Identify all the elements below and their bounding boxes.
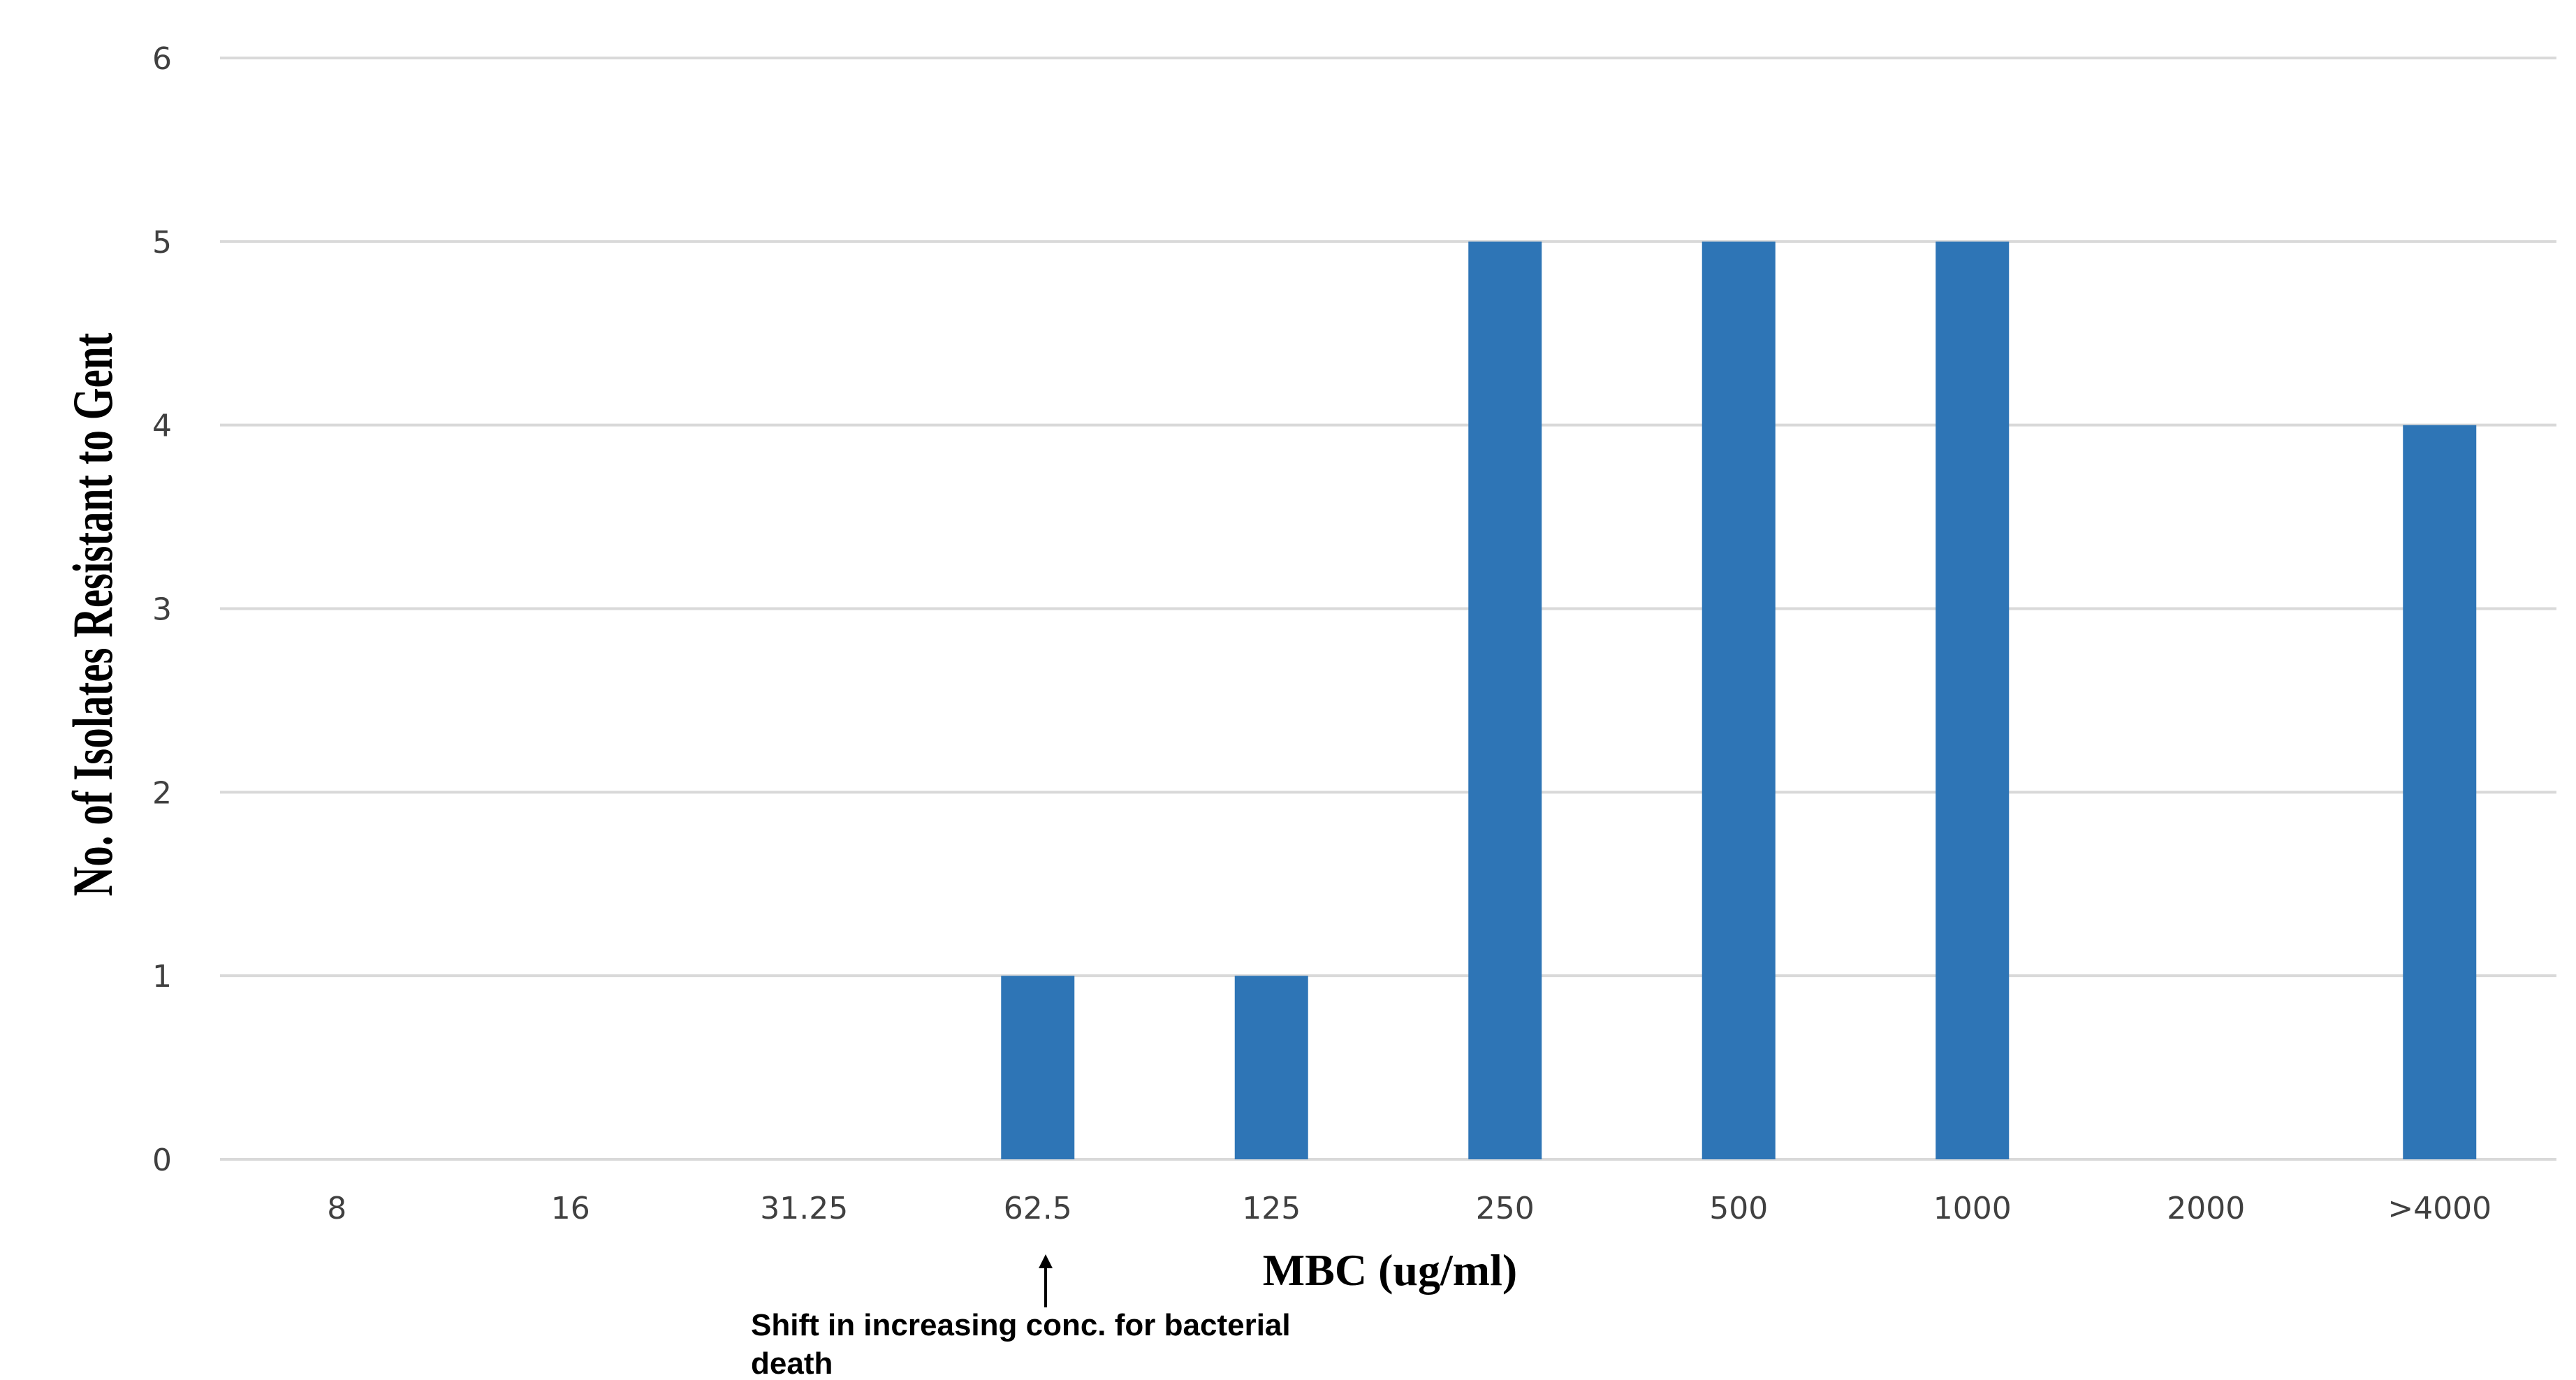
y-tick-label: 6 [152,41,172,77]
y-axis-ticks: 0 1 2 3 4 5 6 [152,41,172,1178]
bar-gt4000 [2403,425,2477,1159]
x-tick-label: 8 [327,1191,346,1226]
annotation-line-2: death [751,1346,833,1380]
y-tick-label: 0 [152,1143,172,1178]
bar-1000 [1935,241,2010,1159]
x-axis-title: MBC (ug/ml) [1263,1245,1517,1295]
x-tick-label: 31.25 [760,1191,848,1226]
annotation: Shift in increasing conc. for bacterial … [751,1254,1291,1380]
gridlines [220,57,2556,1161]
x-tick-label: 16 [551,1191,590,1226]
y-tick-label: 4 [152,409,172,444]
y-axis-title: No. of Isolates Resistant to Gent [61,332,125,896]
y-tick-label: 5 [152,225,172,260]
x-tick-label: 250 [1476,1191,1535,1226]
bar-62.5 [1001,976,1075,1159]
x-tick-label: 500 [1709,1191,1768,1226]
bar-250 [1468,241,1542,1159]
annotation-line-1: Shift in increasing conc. for bacterial [751,1308,1291,1342]
bar-125 [1234,976,1308,1159]
y-tick-label: 2 [152,775,172,811]
y-tick-label: 3 [152,592,172,628]
bars [1001,241,2477,1159]
x-axis-ticks: 8 16 31.25 62.5 125 250 500 1000 2000 >4000 [327,1191,2491,1226]
bar-500 [1702,241,1776,1159]
x-tick-label: 125 [1242,1191,1301,1226]
x-tick-label: >4000 [2387,1191,2491,1226]
x-tick-label: 1000 [1933,1191,2012,1226]
x-tick-label: 2000 [2167,1191,2245,1226]
arrow-head-icon [1039,1254,1053,1268]
x-tick-label: 62.5 [1004,1191,1072,1226]
y-tick-label: 1 [152,959,172,994]
